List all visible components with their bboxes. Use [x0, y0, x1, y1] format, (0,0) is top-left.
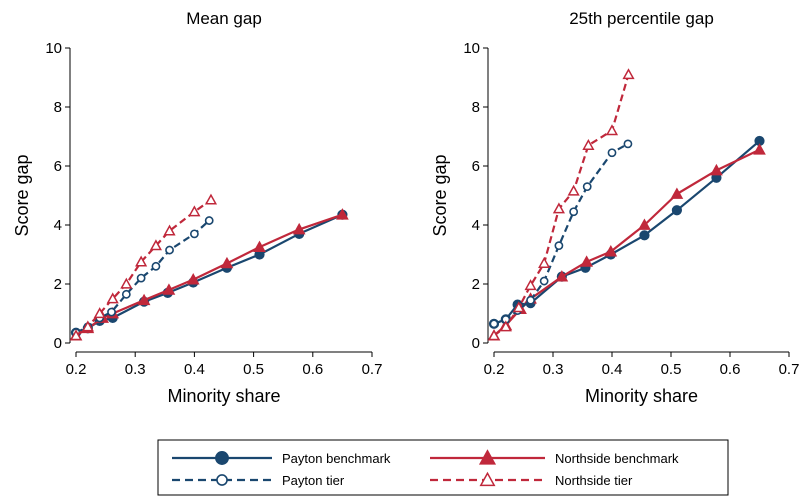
y-axis-label: Score gap — [12, 154, 32, 236]
northside-benchmark-point — [710, 163, 723, 176]
payton-tier-point — [165, 245, 174, 255]
northside-benchmark-point — [753, 143, 766, 155]
northside-tier-point — [512, 301, 525, 313]
northside-benchmark-point — [162, 283, 176, 295]
payton-tier-point — [623, 139, 633, 149]
x-tick-label: 0.5 — [243, 361, 264, 378]
northside-tier-point — [567, 184, 580, 196]
northside-tier-line — [493, 74, 630, 337]
northside-tier-point — [135, 255, 148, 267]
panel-title: 25th percentile gap — [569, 9, 714, 28]
payton-tier-point — [151, 261, 161, 271]
northside-benchmark-point — [336, 208, 349, 220]
y-tick-label: 6 — [54, 158, 62, 175]
payton-tier-point — [526, 295, 535, 305]
legend-payton-tier-marker — [216, 474, 228, 486]
mean-gap-panel: 0 2 4 6 8 10 0.2 0.3 0.4 0.5 0.6 0.7 Mean gap Minorit… — [12, 9, 382, 406]
payton-tier-point — [204, 216, 214, 225]
northside-tier-point — [204, 193, 218, 205]
legend-northside-benchmark-label: Northside benchmark — [555, 451, 679, 466]
payton-tier-point — [489, 319, 499, 329]
payton-tier-point — [121, 289, 131, 299]
x-tick-label: 0.5 — [661, 361, 682, 378]
northside-tier-point — [605, 124, 619, 136]
northside-tier-point — [149, 239, 162, 251]
northside-tier-point — [106, 292, 119, 304]
legend: Payton benchmark Northside benchmark Payto… — [157, 439, 729, 496]
x-tick-label: 0.6 — [720, 361, 741, 378]
payton-tier-point — [607, 148, 617, 158]
payton-tier-point — [569, 207, 579, 217]
x-tick-label: 0.7 — [362, 361, 383, 378]
x-tick-label: 0.4 — [602, 361, 623, 378]
northside-benchmark-point — [638, 218, 651, 230]
payton-benchmark-point — [639, 230, 650, 241]
northside-tier-point — [487, 329, 501, 341]
y-tick-label: 2 — [472, 276, 480, 293]
percentile-gap-panel: 0 2 4 6 8 10 0.2 0.3 0.4 0.5 0.6 0.7 25th percentile… — [430, 9, 799, 406]
legend-payton-tier-label: Payton tier — [282, 473, 345, 488]
northside-benchmark-point — [670, 187, 684, 199]
northside-benchmark-point — [580, 255, 593, 267]
y-tick-label: 2 — [54, 276, 62, 293]
legend-payton-benchmark-marker — [215, 451, 229, 465]
payton-tier-line — [493, 142, 629, 325]
x-tick-label: 0.2 — [484, 361, 505, 378]
payton-tier-point — [539, 276, 549, 286]
y-tick-label: 8 — [54, 99, 62, 116]
x-axis-label: Minority share — [167, 386, 280, 406]
x-tick-label: 0.4 — [184, 361, 205, 378]
northside-benchmark-point — [220, 256, 234, 269]
payton-tier-point — [582, 182, 592, 192]
payton-benchmark-point — [671, 205, 683, 216]
northside-tier-point — [499, 320, 512, 332]
northside-tier-point — [188, 205, 201, 217]
northside-tier-point — [552, 202, 565, 214]
legend-northside-tier-label: Northside tier — [555, 473, 633, 488]
y-tick-label: 0 — [54, 335, 62, 352]
y-tick-label: 0 — [472, 335, 480, 352]
y-tick-label: 6 — [472, 158, 480, 175]
payton-tier-point — [107, 307, 116, 317]
legend-northside-tier-marker — [479, 471, 496, 487]
y-axis-label: Score gap — [430, 154, 450, 236]
x-tick-label: 0.2 — [66, 361, 87, 378]
payton-tier-point — [136, 273, 146, 283]
y-tick-label: 10 — [463, 40, 480, 57]
y-tick-label: 4 — [54, 217, 62, 234]
northside-tier-point — [538, 257, 551, 268]
y-tick-label: 10 — [45, 40, 62, 57]
payton-tier-point — [554, 241, 564, 251]
x-axis-label: Minority share — [585, 386, 698, 406]
y-tick-label: 4 — [472, 217, 480, 234]
northside-benchmark-point — [292, 222, 306, 235]
panel-title: Mean gap — [186, 9, 262, 28]
legend-payton-benchmark-label: Payton benchmark — [282, 451, 391, 466]
northside-benchmark-point — [555, 270, 569, 282]
payton-tier-point — [189, 229, 199, 239]
northside-benchmark-point — [186, 273, 200, 285]
northside-tier-point — [524, 279, 537, 291]
northside-tier-point — [81, 320, 94, 332]
legend-northside-benchmark-marker — [478, 449, 497, 465]
northside-benchmark-point — [604, 245, 618, 257]
northside-tier-point — [582, 139, 595, 150]
northside-tier-point — [120, 277, 133, 289]
northside-tier-point — [69, 329, 83, 341]
x-tick-label: 0.3 — [125, 361, 146, 378]
northside-benchmark-point — [253, 240, 266, 253]
x-tick-label: 0.6 — [302, 361, 323, 378]
northside-benchmark-point — [137, 293, 151, 306]
y-tick-label: 8 — [472, 99, 480, 116]
northside-tier-line — [75, 199, 212, 337]
northside-tier-point — [93, 307, 106, 319]
legend-box — [157, 439, 729, 496]
x-tick-label: 0.7 — [779, 361, 800, 378]
northside-tier-point — [622, 68, 635, 80]
x-tick-label: 0.3 — [543, 361, 564, 378]
northside-tier-point — [163, 224, 176, 236]
